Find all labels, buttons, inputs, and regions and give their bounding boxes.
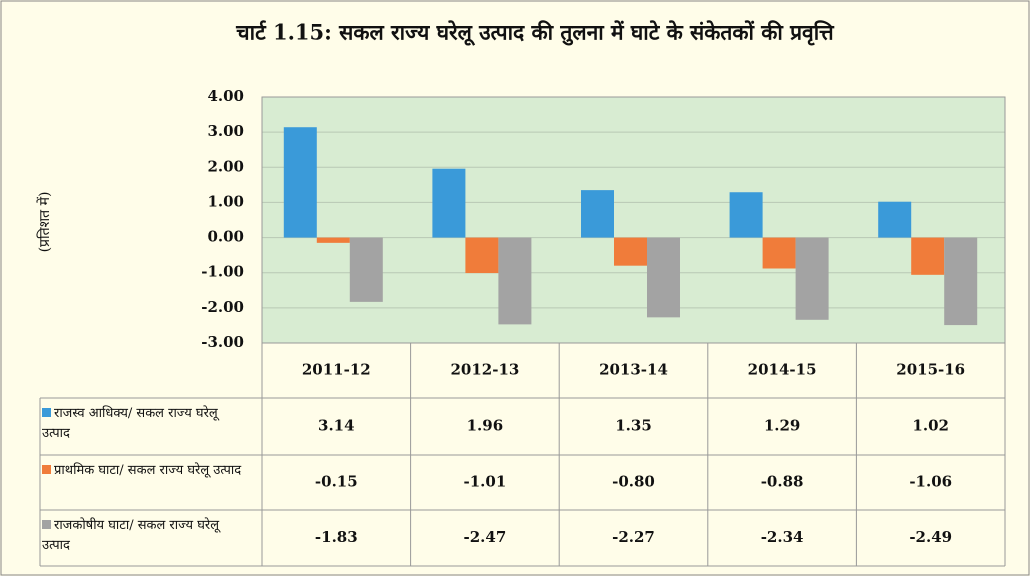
bar: [911, 237, 945, 275]
x-tick-label: 2011-12: [302, 361, 371, 379]
legend-swatch: [42, 408, 51, 417]
x-tick-label: 2013-14: [599, 361, 668, 379]
bar: [498, 237, 532, 325]
table-value: -2.34: [761, 528, 804, 546]
table-value: -2.49: [909, 528, 952, 546]
legend-label: प्राथमिक घाटा/ सकल राज्य घरेलू उत्पाद: [54, 463, 242, 478]
y-tick-label: -2.00: [201, 298, 244, 316]
chart-title: चार्ट 1.15: सकल राज्य घरेलू उत्पाद की तु…: [235, 20, 835, 47]
bar: [614, 237, 647, 266]
bar: [729, 192, 763, 238]
table-value: 1.29: [764, 417, 801, 435]
x-tick-label: 2012-13: [450, 361, 519, 379]
table-value: -0.15: [315, 473, 358, 491]
legend-entry: राजस्व आधिक्य/ सकल राज्य घरेलू उत्पाद: [42, 404, 247, 444]
y-tick-label: 2.00: [207, 157, 244, 175]
bar: [647, 237, 680, 318]
x-tick-label: 2014-15: [748, 361, 817, 379]
table-value: -1.83: [315, 528, 358, 546]
legend-label: राजस्व आधिक्य/ सकल राज्य घरेलू उत्पाद: [42, 406, 218, 441]
y-tick-label: 0.00: [207, 228, 244, 246]
table-value: -2.27: [612, 528, 655, 546]
bar: [283, 127, 317, 238]
bar: [465, 237, 499, 274]
bar: [349, 237, 383, 302]
table-value: 1.02: [912, 417, 949, 435]
table-value: 1.96: [467, 417, 504, 435]
table-value: -0.88: [761, 473, 804, 491]
y-tick-label: -3.00: [201, 333, 244, 351]
bar: [795, 237, 829, 320]
table-value: -0.80: [612, 473, 655, 491]
legend-swatch: [42, 465, 51, 474]
plot-border: [261, 96, 1006, 344]
bar: [432, 168, 466, 238]
y-axis-label: (प्रतिशत में): [36, 192, 53, 253]
y-tick-label: 4.00: [207, 87, 244, 105]
bar: [944, 237, 978, 326]
x-tick-label: 2015-16: [896, 361, 965, 379]
table-value: -2.47: [464, 528, 507, 546]
bar: [878, 201, 912, 238]
bar: [762, 237, 796, 269]
legend-entry: प्राथमिक घाटा/ सकल राज्य घरेलू उत्पाद: [42, 461, 247, 481]
table-value: 1.35: [615, 417, 652, 435]
table-value: -1.01: [464, 473, 507, 491]
bar: [581, 190, 614, 238]
y-tick-label: 3.00: [207, 122, 244, 140]
table-value: 3.14: [318, 417, 355, 435]
y-tick-label: -1.00: [201, 263, 244, 281]
legend-swatch: [42, 520, 51, 529]
bar: [316, 237, 350, 243]
y-tick-label: 1.00: [207, 192, 244, 210]
table-value: -1.06: [909, 473, 952, 491]
legend-entry: राजकोषीय घाटा/ सकल राज्य घरेलू उत्पाद: [42, 516, 247, 556]
legend-label: राजकोषीय घाटा/ सकल राज्य घरेलू उत्पाद: [42, 518, 220, 553]
